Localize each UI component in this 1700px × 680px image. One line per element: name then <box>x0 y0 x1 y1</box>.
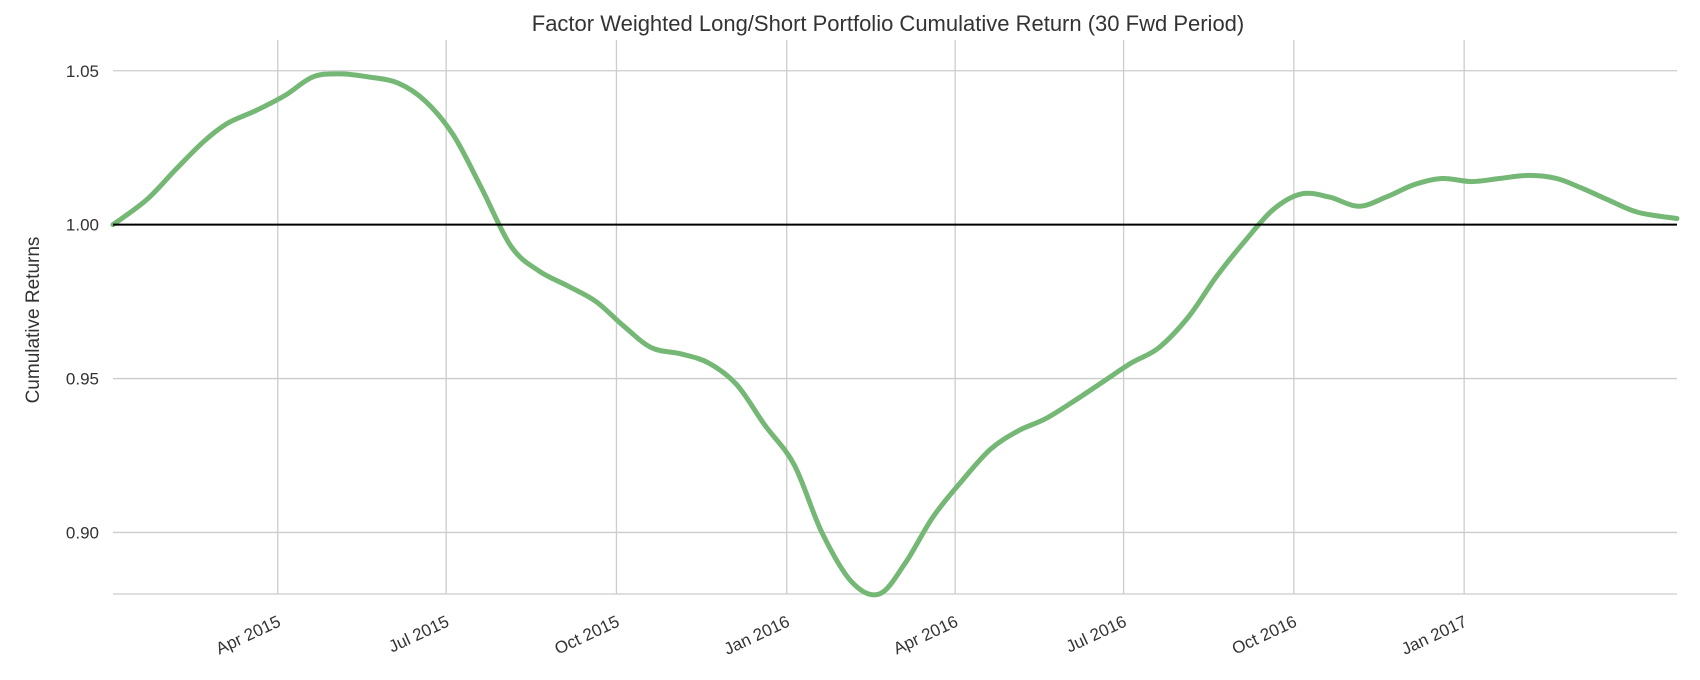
tick-labels: Apr 2015 Jul 2015 Oct 2015 Jan 2016 Apr 2016… <box>66 62 1470 659</box>
x-tick-label: Jan 2017 <box>1399 612 1470 659</box>
y-tick-label: 0.90 <box>66 523 99 542</box>
series-layer <box>110 71 1680 598</box>
x-tick-label: Jul 2015 <box>386 612 452 656</box>
y-tick-label: 1.05 <box>66 62 99 81</box>
x-tick-label: Oct 2016 <box>1229 612 1300 658</box>
x-tick-label: Oct 2015 <box>552 612 623 658</box>
x-tick-label: Jan 2016 <box>721 612 792 659</box>
grid <box>113 40 1677 594</box>
y-tick-label: 1.00 <box>66 216 99 235</box>
x-tick-label: Jul 2016 <box>1063 612 1129 656</box>
chart-title: Factor Weighted Long/Short Portfolio Cum… <box>532 11 1245 36</box>
x-tick-label: Apr 2016 <box>890 612 961 658</box>
x-tick-label: Apr 2015 <box>213 612 284 658</box>
series-line-0 <box>110 71 1680 598</box>
y-axis-label: Cumulative Returns <box>23 237 44 404</box>
y-tick-label: 0.95 <box>66 370 99 389</box>
